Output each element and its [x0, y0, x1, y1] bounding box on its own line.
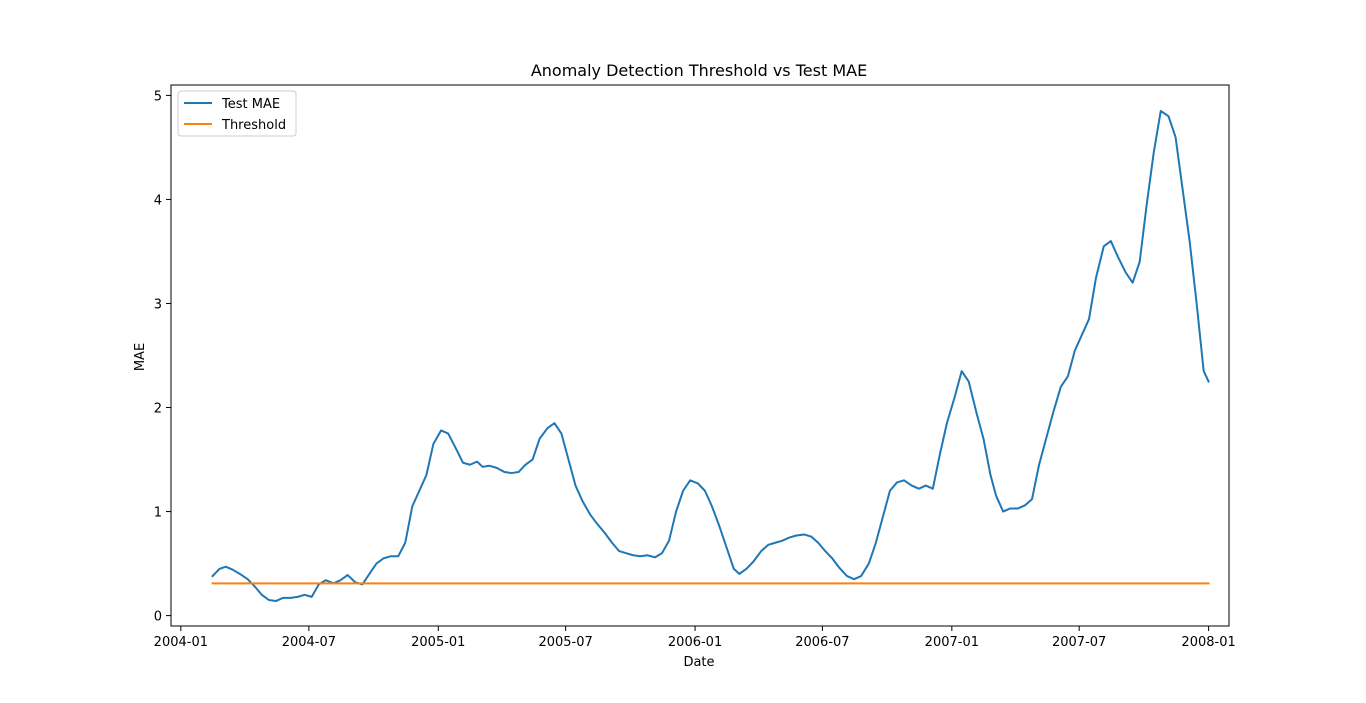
x-tick-label: 2005-01 — [411, 635, 465, 650]
y-axis-label: MAE — [133, 343, 148, 371]
series-line-0 — [211, 110, 1210, 603]
x-axis-label: Date — [683, 655, 714, 670]
legend: Test MAE Threshold — [177, 90, 297, 137]
x-tick-label: 2005-07 — [538, 635, 592, 650]
y-tick-label: 0 — [154, 610, 162, 625]
x-tick-label: 2004-01 — [154, 635, 208, 650]
y-tick-label: 5 — [154, 89, 162, 104]
x-tick-label: 2008-01 — [1181, 635, 1235, 650]
x-tick-label: 2007-07 — [1052, 635, 1106, 650]
y-tick-label: 2 — [154, 402, 162, 417]
plot-area — [211, 110, 1210, 603]
axes-frame — [170, 84, 1230, 627]
y-tick-label: 4 — [154, 193, 162, 208]
y-tick-label: 1 — [154, 506, 162, 521]
legend-label-0: Test MAE — [221, 97, 280, 112]
axes: 2004-01 2004-07 2005-01 2005-07 2006-01 2006-… — [154, 84, 1236, 650]
y-tick-label: 3 — [154, 297, 162, 312]
legend-label-1: Threshold — [221, 118, 286, 133]
x-tick-label: 2004-07 — [282, 635, 336, 650]
chart-title: Anomaly Detection Threshold vs Test MAE — [531, 61, 867, 80]
x-tick-label: 2006-01 — [668, 635, 722, 650]
x-tick-label: 2007-01 — [925, 635, 979, 650]
x-tick-label: 2006-07 — [795, 635, 849, 650]
